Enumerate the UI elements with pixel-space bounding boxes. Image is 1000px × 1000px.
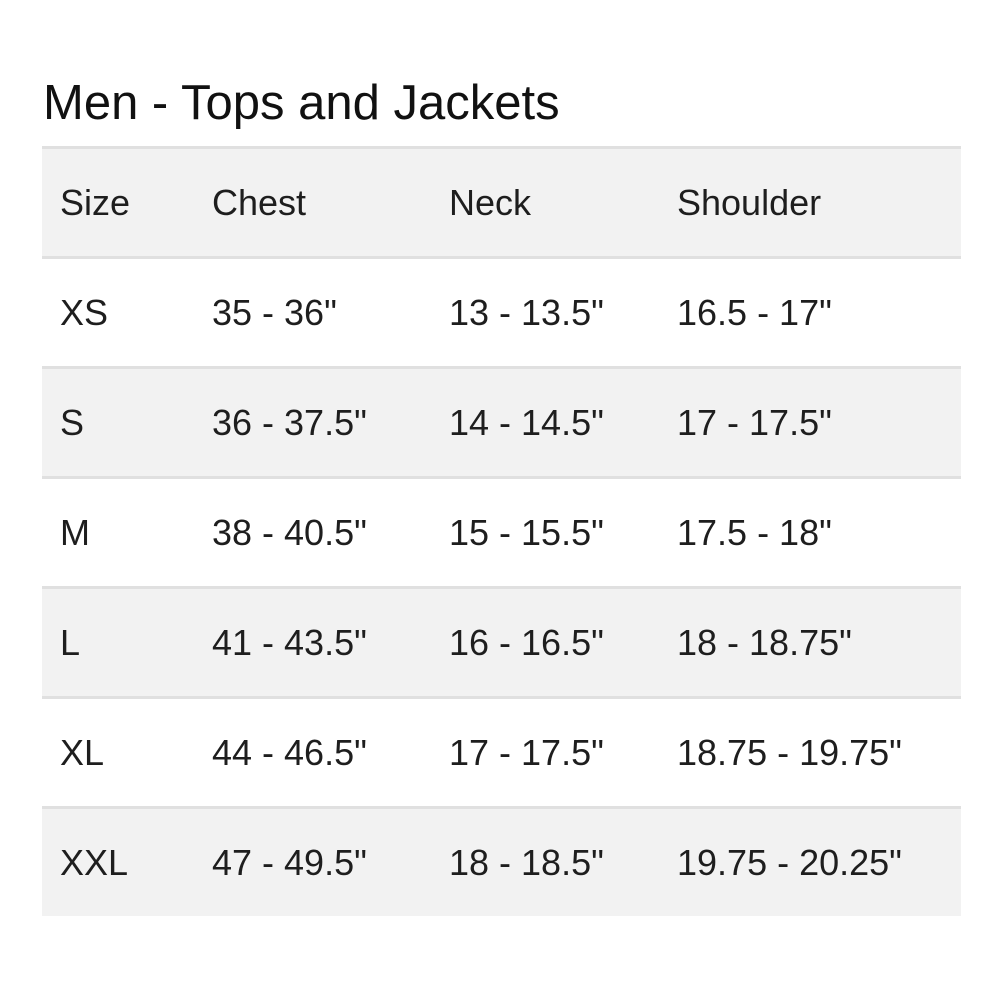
- size-chart-table: Size Chest Neck Shoulder XS 35 - 36" 13 - …: [42, 146, 961, 916]
- table-row: M 38 - 40.5" 15 - 15.5" 17.5 - 18": [42, 476, 961, 588]
- cell-neck: 14 - 14.5": [431, 366, 659, 478]
- cell-shoulder: 19.75 - 20.25": [659, 806, 961, 916]
- cell-chest: 41 - 43.5": [194, 586, 431, 698]
- cell-shoulder: 16.5 - 17": [659, 256, 961, 368]
- cell-chest: 38 - 40.5": [194, 476, 431, 588]
- cell-chest: 35 - 36": [194, 256, 431, 368]
- cell-neck: 13 - 13.5": [431, 256, 659, 368]
- cell-size: M: [42, 476, 194, 588]
- cell-size: S: [42, 366, 194, 478]
- table-row: XL 44 - 46.5" 17 - 17.5" 18.75 - 19.75": [42, 696, 961, 808]
- table-row: XS 35 - 36" 13 - 13.5" 16.5 - 17": [42, 256, 961, 368]
- cell-size: XXL: [42, 806, 194, 916]
- cell-shoulder: 17 - 17.5": [659, 366, 961, 478]
- cell-neck: 15 - 15.5": [431, 476, 659, 588]
- cell-size: XS: [42, 256, 194, 368]
- column-header-shoulder: Shoulder: [659, 146, 961, 258]
- column-header-neck: Neck: [431, 146, 659, 258]
- column-header-chest: Chest: [194, 146, 431, 258]
- column-header-size: Size: [42, 146, 194, 258]
- table-row: L 41 - 43.5" 16 - 16.5" 18 - 18.75": [42, 586, 961, 698]
- cell-chest: 36 - 37.5": [194, 366, 431, 478]
- cell-chest: 47 - 49.5": [194, 806, 431, 916]
- table-row: XXL 47 - 49.5" 18 - 18.5" 19.75 - 20.25": [42, 806, 961, 916]
- cell-shoulder: 18.75 - 19.75": [659, 696, 961, 808]
- cell-shoulder: 18 - 18.75": [659, 586, 961, 698]
- cell-shoulder: 17.5 - 18": [659, 476, 961, 588]
- cell-neck: 16 - 16.5": [431, 586, 659, 698]
- cell-size: L: [42, 586, 194, 698]
- table-row: S 36 - 37.5" 14 - 14.5" 17 - 17.5": [42, 366, 961, 478]
- cell-size: XL: [42, 696, 194, 808]
- cell-chest: 44 - 46.5": [194, 696, 431, 808]
- page-title: Men - Tops and Jackets: [43, 76, 560, 130]
- table-header-row: Size Chest Neck Shoulder: [42, 146, 961, 258]
- cell-neck: 17 - 17.5": [431, 696, 659, 808]
- cell-neck: 18 - 18.5": [431, 806, 659, 916]
